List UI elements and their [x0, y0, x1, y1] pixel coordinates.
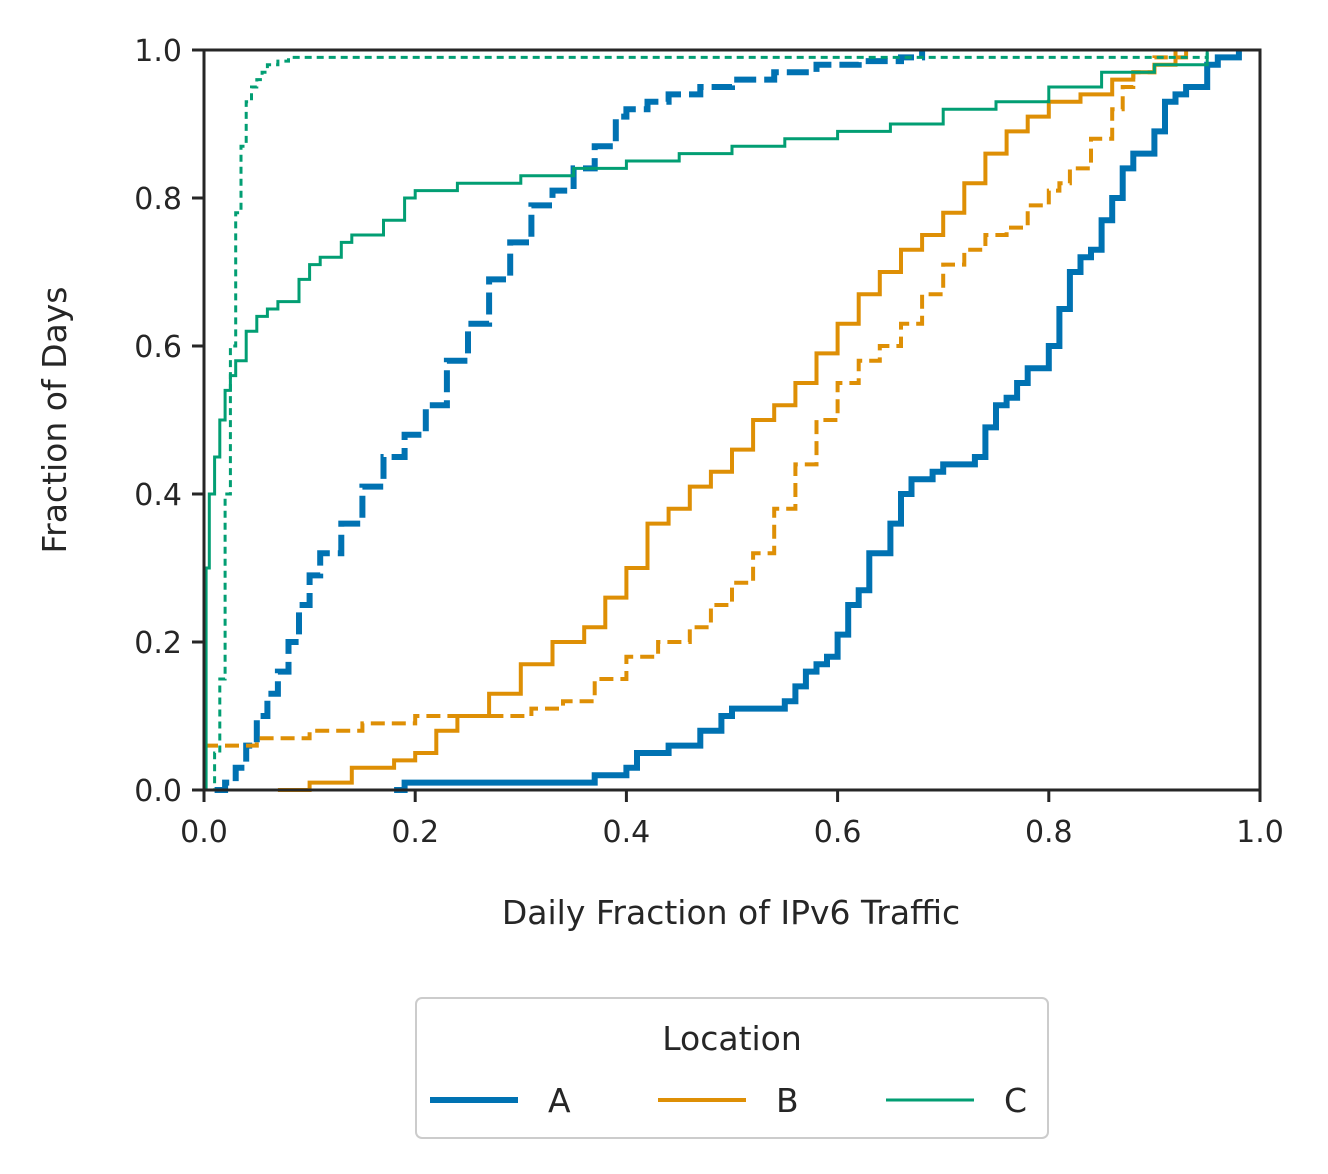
y-tick-label: 1.0	[134, 34, 182, 69]
legend-title: Location	[662, 1019, 802, 1058]
series-line-a-dashed	[214, 50, 926, 793]
x-tick-label: 0.0	[180, 815, 228, 850]
x-tick-label: 0.4	[603, 815, 651, 850]
series-line-a-solid	[394, 50, 1242, 793]
x-axis-ticks: 0.0 0.2 0.4 0.6 0.8 1.0	[180, 790, 1284, 850]
y-tick-label: 0.6	[134, 330, 182, 365]
y-axis-label: Fraction of Days	[35, 287, 74, 554]
x-tick-label: 0.6	[814, 815, 862, 850]
series-line-b-dashed	[204, 50, 1178, 748]
series-line-c-dashed	[209, 50, 1209, 792]
y-tick-label: 0.2	[134, 626, 182, 661]
x-tick-label: 1.0	[1236, 815, 1284, 850]
x-axis-label: Daily Fraction of IPv6 Traffic	[502, 893, 960, 932]
y-axis-ticks: 0.0 0.2 0.4 0.6 0.8 1.0	[134, 34, 204, 809]
plot-frame	[202, 48, 1262, 792]
y-tick-label: 0.8	[134, 182, 182, 217]
y-tick-label: 0.4	[134, 478, 182, 513]
series-line-b-solid	[277, 50, 1189, 792]
legend-label-b: B	[776, 1081, 799, 1120]
x-tick-label: 0.2	[391, 815, 439, 850]
legend-label-c: C	[1004, 1081, 1027, 1120]
x-tick-label: 0.8	[1025, 815, 1073, 850]
legend-label-a: A	[548, 1081, 571, 1120]
legend: Location A B C	[415, 997, 1049, 1139]
series-line-c-solid	[204, 50, 1209, 792]
plot-series-group	[204, 50, 1242, 793]
legend-box	[415, 997, 1049, 1139]
y-tick-label: 0.0	[134, 774, 182, 809]
legend-entries: A B C	[430, 1081, 1027, 1120]
